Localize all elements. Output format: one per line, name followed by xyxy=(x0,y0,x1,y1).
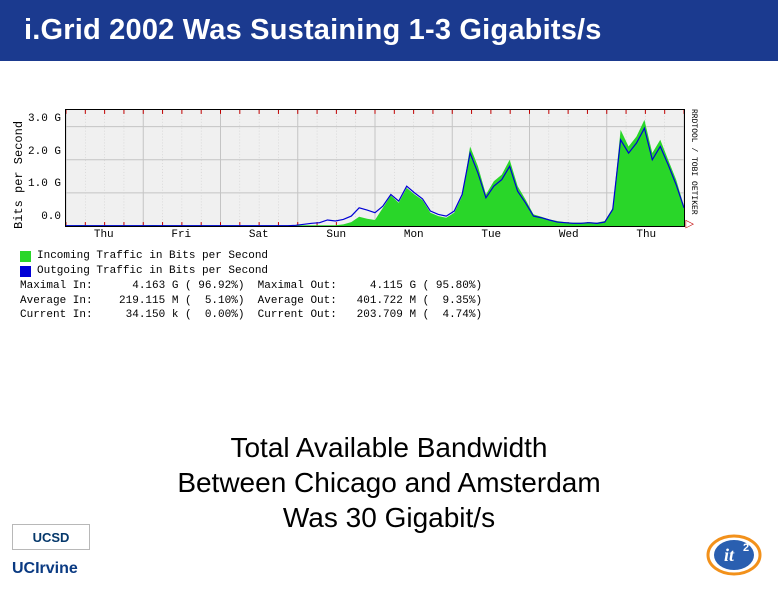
subtitle-line: Was 30 Gigabit/s xyxy=(0,500,778,535)
subtitle-line: Total Available Bandwidth xyxy=(0,430,778,465)
y-tick: 1.0 G xyxy=(28,178,61,190)
subtitle: Total Available Bandwidth Between Chicag… xyxy=(0,430,778,535)
x-tick: Thu xyxy=(65,229,143,241)
y-tick: 3.0 G xyxy=(28,113,61,125)
uci-logo: UCIrvine xyxy=(12,560,78,578)
arrow-icon: ▷ xyxy=(686,217,694,230)
plot-area: ▷ xyxy=(65,109,685,227)
x-tick: Sat xyxy=(220,229,298,241)
subtitle-line: Between Chicago and Amsterdam xyxy=(0,465,778,500)
legend-label: Incoming Traffic in Bits per Second xyxy=(37,249,268,264)
it2-logo: it 2 xyxy=(706,534,762,576)
swatch-outgoing xyxy=(20,266,31,277)
x-tick: Tue xyxy=(453,229,531,241)
svg-text:it: it xyxy=(724,545,735,565)
y-axis-ticks: 3.0 G 2.0 G 1.0 G 0.0 xyxy=(28,113,65,223)
x-tick: Fri xyxy=(143,229,221,241)
y-tick: 0.0 xyxy=(41,211,61,223)
legend-item-incoming: Incoming Traffic in Bits per Second xyxy=(20,249,768,264)
legend-item-outgoing: Outgoing Traffic in Bits per Second xyxy=(20,264,768,279)
legend-label: Outgoing Traffic in Bits per Second xyxy=(37,264,268,279)
stats-table: Maximal In: 4.163 G ( 96.92%) Maximal Ou… xyxy=(20,279,768,324)
x-tick: Wed xyxy=(530,229,608,241)
plot-svg xyxy=(66,110,684,226)
y-axis-label: Bits per Second xyxy=(10,109,28,241)
x-tick: Sun xyxy=(298,229,376,241)
y-tick: 2.0 G xyxy=(28,146,61,158)
swatch-incoming xyxy=(20,251,31,262)
svg-text:2: 2 xyxy=(743,542,749,554)
legend: Incoming Traffic in Bits per Second Outg… xyxy=(20,249,768,323)
x-tick: Mon xyxy=(375,229,453,241)
ucsd-logo: UCSD xyxy=(12,524,90,550)
slide-title: i.Grid 2002 Was Sustaining 1-3 Gigabits/… xyxy=(0,0,778,61)
x-tick: Thu xyxy=(608,229,686,241)
traffic-chart: Bits per Second 3.0 G 2.0 G 1.0 G 0.0 ▷ … xyxy=(10,109,768,323)
x-axis-ticks: Thu Fri Sat Sun Mon Tue Wed Thu xyxy=(65,229,685,241)
